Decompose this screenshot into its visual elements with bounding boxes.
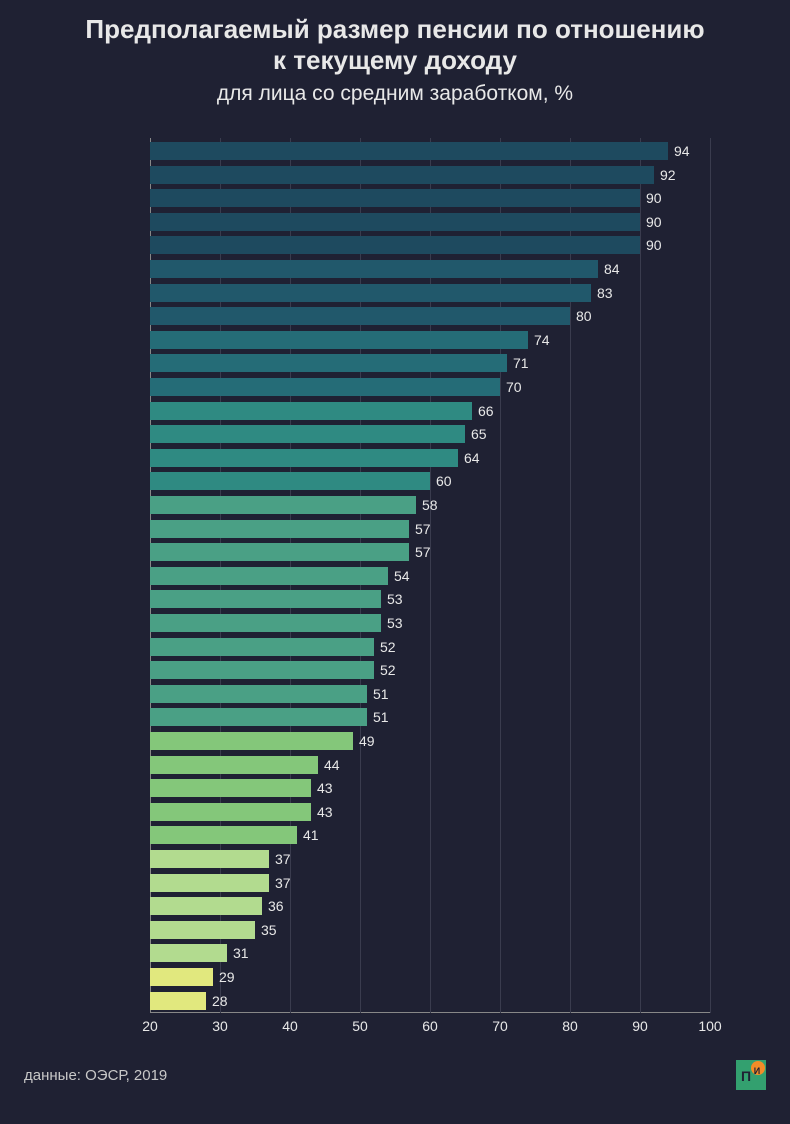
x-tick-label: 100 — [698, 1018, 721, 1034]
bar-value-label: 51 — [367, 708, 389, 726]
bar — [150, 685, 367, 703]
bar — [150, 189, 640, 207]
bar — [150, 921, 255, 939]
bar — [150, 590, 381, 608]
bar — [150, 449, 458, 467]
logo: П И — [736, 1060, 766, 1090]
bar — [150, 732, 353, 750]
bar-value-label: 37 — [269, 850, 291, 868]
bar — [150, 992, 206, 1010]
x-tick-label: 60 — [422, 1018, 438, 1034]
bar-value-label: 28 — [206, 992, 228, 1010]
bar — [150, 850, 269, 868]
gridline — [640, 138, 641, 1013]
bar-value-label: 64 — [458, 449, 480, 467]
bar-value-label: 80 — [570, 307, 592, 325]
x-tick-label: 50 — [352, 1018, 368, 1034]
bar-value-label: 29 — [213, 968, 235, 986]
bar — [150, 661, 374, 679]
x-tick-label: 20 — [142, 1018, 158, 1034]
bar-value-label: 71 — [507, 354, 529, 372]
x-tick-label: 40 — [282, 1018, 298, 1034]
bar-value-label: 57 — [409, 520, 431, 538]
logo-letter-1: П — [741, 1068, 751, 1084]
bar — [150, 496, 416, 514]
bar-value-label: 49 — [353, 732, 375, 750]
chart-area: 2030405060708090100Турция94Италия92Люксе… — [150, 138, 740, 1038]
bar-value-label: 51 — [367, 685, 389, 703]
bar — [150, 826, 297, 844]
bar — [150, 378, 500, 396]
bar — [150, 402, 472, 420]
bar — [150, 425, 465, 443]
gridline — [710, 138, 711, 1013]
bar-value-label: 60 — [430, 472, 452, 490]
bar-value-label: 58 — [416, 496, 438, 514]
bar — [150, 874, 269, 892]
bar-value-label: 94 — [668, 142, 690, 160]
bar — [150, 756, 318, 774]
x-tick-label: 30 — [212, 1018, 228, 1034]
bar — [150, 520, 409, 538]
bar — [150, 638, 374, 656]
x-tick-label: 90 — [632, 1018, 648, 1034]
bar-value-label: 53 — [381, 590, 403, 608]
bar-value-label: 44 — [318, 756, 340, 774]
bar-value-label: 65 — [465, 425, 487, 443]
x-tick-label: 80 — [562, 1018, 578, 1034]
bar-value-label: 43 — [311, 779, 333, 797]
bar-value-label: 54 — [388, 567, 410, 585]
bar-value-label: 36 — [262, 897, 284, 915]
bar — [150, 968, 213, 986]
bar-value-label: 52 — [374, 661, 396, 679]
title-line-1: Предполагаемый размер пенсии по отношени… — [85, 14, 704, 44]
bar-value-label: 92 — [654, 166, 676, 184]
bar-value-label: 52 — [374, 638, 396, 656]
bar-value-label: 57 — [409, 543, 431, 561]
bar — [150, 944, 227, 962]
bar — [150, 260, 598, 278]
source-text: данные: ОЭСР, 2019 — [24, 1067, 167, 1084]
bar-value-label: 37 — [269, 874, 291, 892]
bar — [150, 803, 311, 821]
bar-value-label: 70 — [500, 378, 522, 396]
bar-value-label: 53 — [381, 614, 403, 632]
bar — [150, 307, 570, 325]
bar-value-label: 90 — [640, 236, 662, 254]
bar-value-label: 84 — [598, 260, 620, 278]
bar-value-label: 83 — [591, 284, 613, 302]
bar — [150, 284, 591, 302]
bar-value-label: 43 — [311, 803, 333, 821]
logo-letter-2: И — [754, 1066, 760, 1076]
bar-value-label: 90 — [640, 213, 662, 231]
bar — [150, 897, 262, 915]
bar — [150, 166, 654, 184]
bar — [150, 236, 640, 254]
bar-value-label: 31 — [227, 944, 249, 962]
bar — [150, 354, 507, 372]
bar-value-label: 90 — [640, 189, 662, 207]
plot: 2030405060708090100Турция94Италия92Люксе… — [150, 138, 710, 1013]
bar — [150, 142, 668, 160]
bar-value-label: 35 — [255, 921, 277, 939]
bar — [150, 614, 381, 632]
bar — [150, 472, 430, 490]
bar — [150, 331, 528, 349]
bar — [150, 779, 311, 797]
bar — [150, 543, 409, 561]
bar-value-label: 66 — [472, 402, 494, 420]
bar — [150, 708, 367, 726]
bar — [150, 567, 388, 585]
chart-subtitle: для лица со средним заработком, % — [0, 82, 790, 106]
bar-value-label: 41 — [297, 826, 319, 844]
chart-title: Предполагаемый размер пенсии по отношени… — [0, 0, 790, 76]
bar-value-label: 74 — [528, 331, 550, 349]
bar — [150, 213, 640, 231]
title-line-2: к текущему доходу — [273, 45, 517, 75]
x-tick-label: 70 — [492, 1018, 508, 1034]
